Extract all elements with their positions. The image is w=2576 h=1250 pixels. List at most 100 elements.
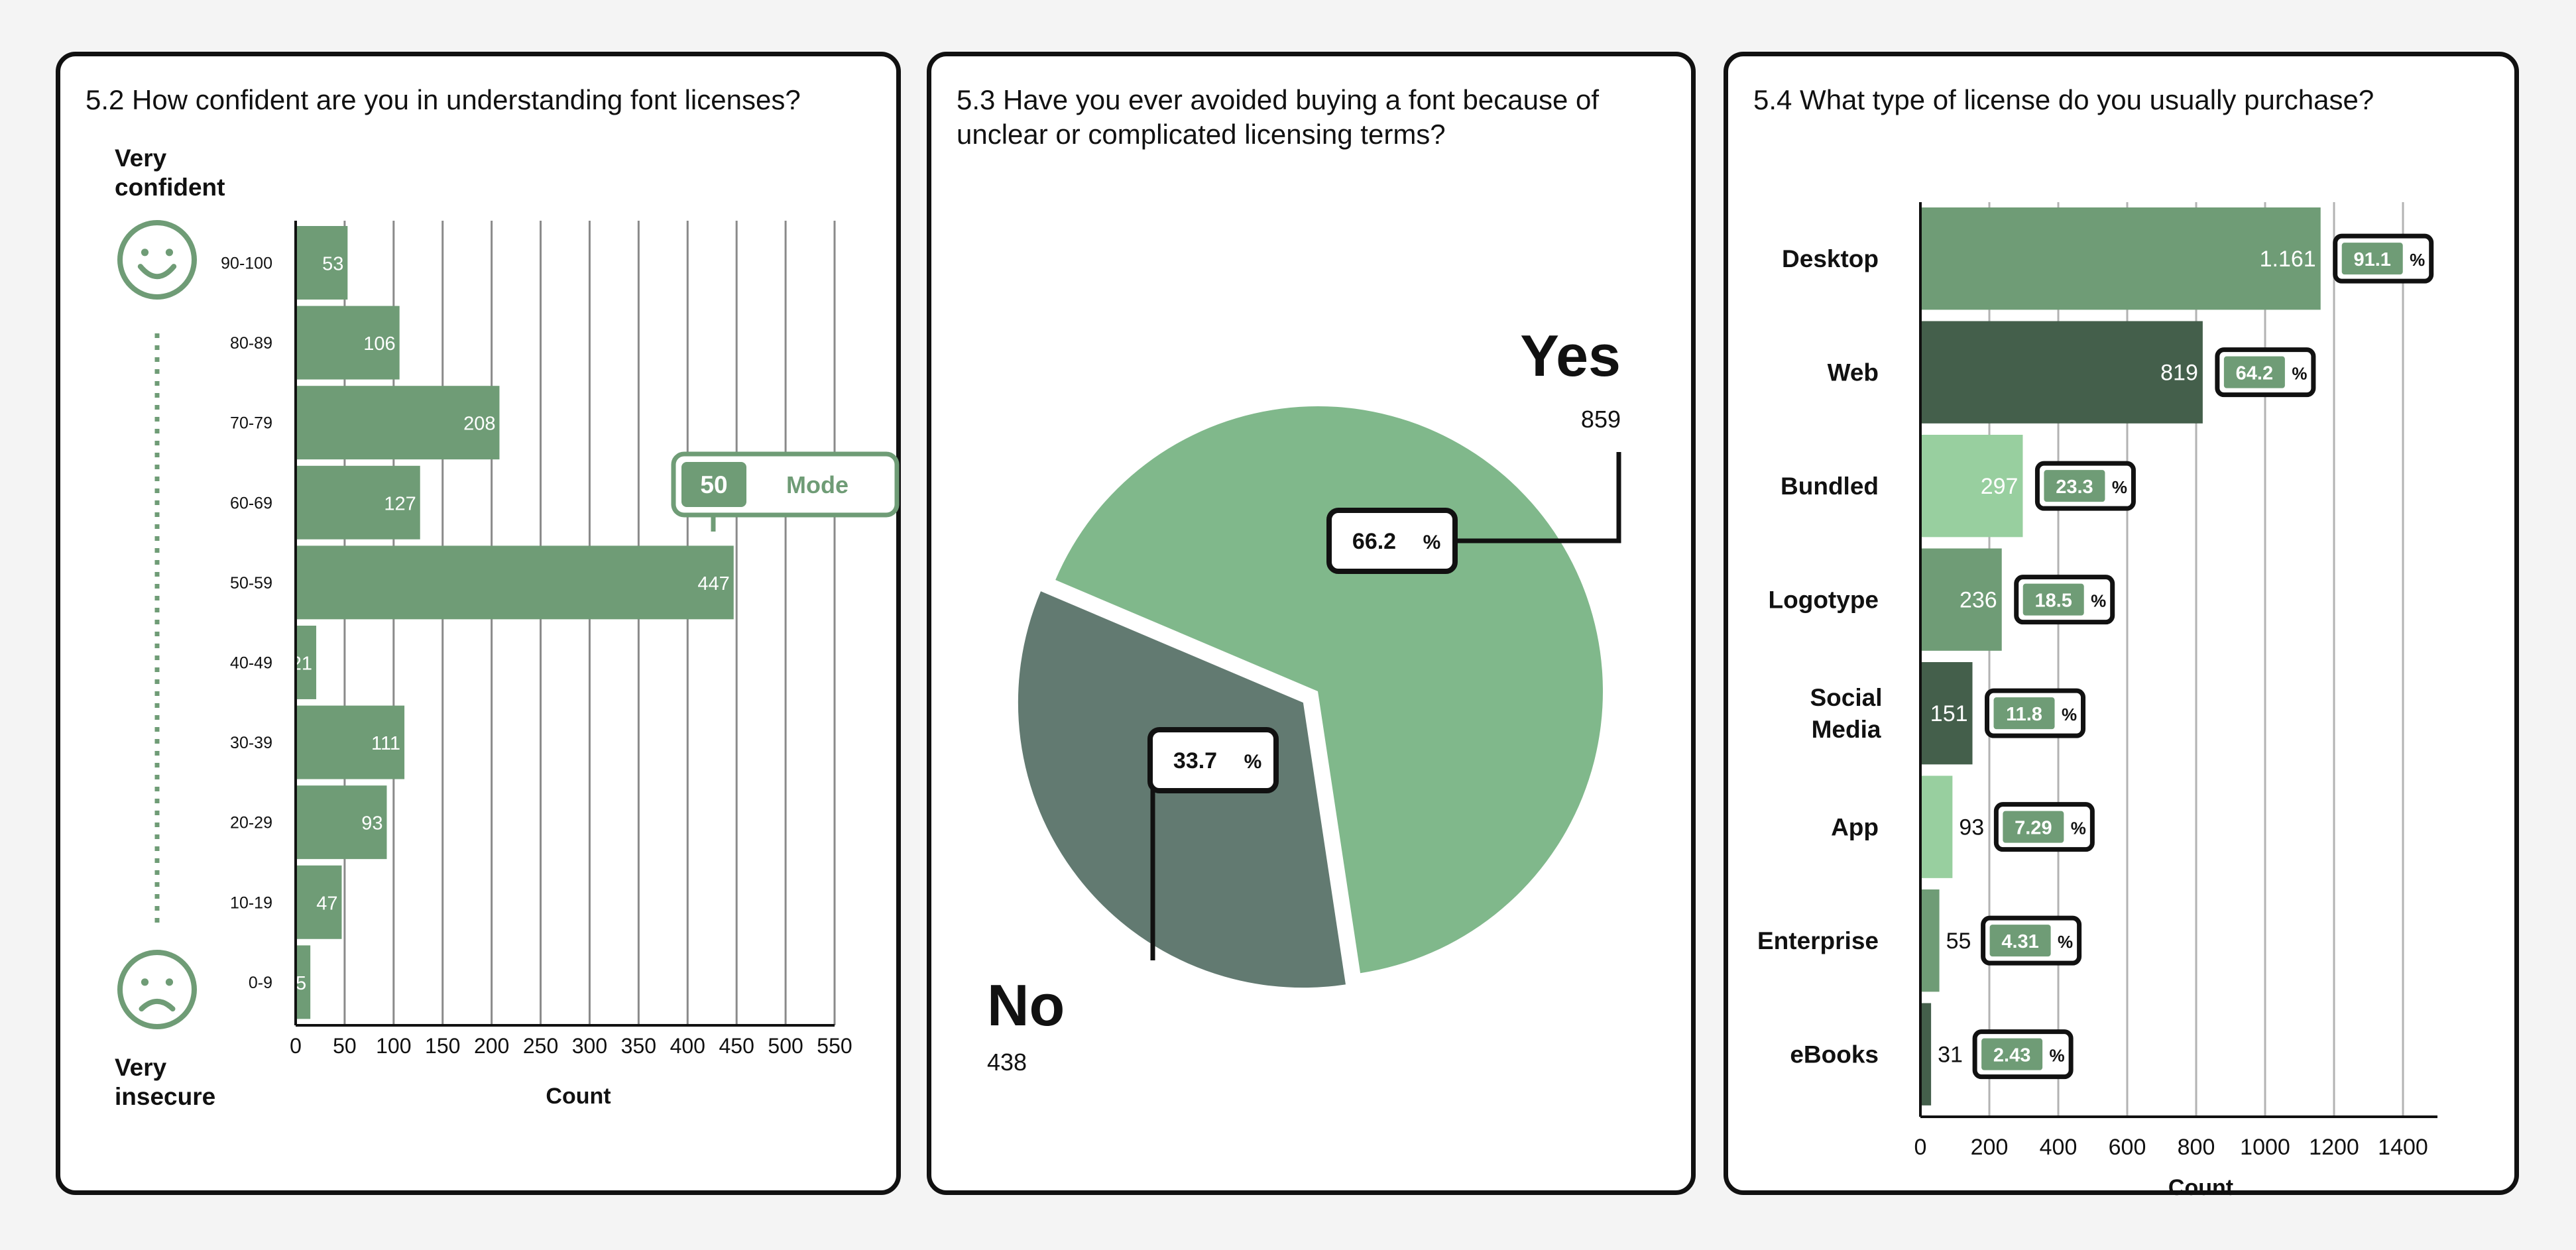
category-label: Web	[1828, 359, 1879, 386]
yes-count: 859	[1581, 406, 1621, 433]
percent-value: 2.43	[1993, 1045, 2030, 1066]
data-label: 447	[697, 573, 729, 595]
frowning-face-icon	[117, 950, 197, 1029]
percent-value: 23.3	[2056, 477, 2093, 498]
data-label: 819	[2160, 361, 2198, 386]
y-tick-label: 30-39	[230, 734, 272, 752]
data-label: 93	[361, 813, 382, 834]
frowning-face-icon-left-eye	[141, 978, 149, 986]
mode-annotation: 50 Mode	[671, 451, 900, 532]
bar	[296, 226, 348, 300]
y-tick-label: 60-69	[230, 494, 272, 512]
percent-badge: 11.8%	[1985, 688, 2086, 738]
x-tick-label: 350	[621, 1034, 656, 1058]
percent-badge: 18.5%	[2014, 575, 2115, 625]
percent-badge-fill	[2341, 243, 2403, 275]
category-label: Desktop	[1782, 245, 1879, 272]
no-percent-badge: 33.7%	[1147, 727, 1279, 793]
bar	[296, 545, 734, 620]
x-tick-label: 200	[474, 1034, 509, 1058]
data-label: 151	[1930, 701, 1968, 726]
avoided-chart-title: 5.3 Have you ever avoided buying a font …	[957, 84, 1599, 150]
x-tick-label: 800	[2178, 1135, 2215, 1160]
data-label: 21	[291, 653, 312, 674]
bar	[296, 306, 400, 380]
yes-percent-badge-unit: %	[1423, 532, 1441, 553]
data-label: 297	[1981, 474, 2019, 499]
top-scale-label: Very confident	[115, 144, 225, 201]
percent-badge-fill	[1989, 925, 2051, 957]
smiling-face-icon-mouth	[137, 264, 177, 280]
y-tick-label: 10-19	[230, 893, 272, 912]
y-tick-label: 50-59	[230, 574, 272, 593]
x-tick-label: 1000	[2240, 1135, 2290, 1160]
category-label: eBooks	[1790, 1041, 1879, 1068]
data-label: 208	[463, 414, 495, 435]
x-tick-label: 400	[670, 1034, 705, 1058]
mode-value: 50	[700, 471, 727, 498]
percent-unit: %	[2410, 250, 2425, 270]
bar	[296, 465, 420, 540]
no-percent-badge-value-box	[1158, 738, 1232, 783]
x-tick-label: 0	[290, 1034, 302, 1058]
yes-percent-badge: 66.2%	[1326, 508, 1458, 574]
yes-percent-badge-value-box	[1337, 518, 1411, 563]
y-tick-label: 70-79	[230, 414, 272, 433]
percent-badge-fill	[1993, 697, 2055, 730]
x-tick-label: 200	[1971, 1135, 2009, 1160]
confidence-bar-chart: 0 50 100 150 200 250 300 350 400 450 500 550 90-100 5…	[115, 144, 900, 1110]
x-tick-label: 50	[333, 1034, 357, 1058]
frowning-face-icon-mouth	[139, 998, 176, 1012]
bottom-scale-word: Very	[115, 1054, 167, 1081]
percent-badge: 7.29%	[1993, 802, 2095, 852]
percent-badge: 23.3%	[2034, 461, 2136, 511]
x-tick-label: 250	[523, 1034, 558, 1058]
frowning-face-icon-outline	[117, 950, 197, 1029]
bar	[296, 945, 311, 1019]
percent-badge: 64.2%	[2215, 347, 2316, 398]
data-label: 106	[363, 333, 395, 355]
bar	[296, 626, 317, 699]
data-label: 55	[1946, 929, 1971, 954]
percent-unit: %	[2292, 364, 2307, 384]
smiling-face-icon-left-eye	[141, 249, 149, 256]
bar	[1920, 1003, 1932, 1106]
percent-unit: %	[2091, 591, 2106, 611]
data-label: 127	[384, 493, 416, 514]
category-label: Enterprise	[1757, 927, 1879, 954]
y-tick-label: 90-100	[221, 254, 272, 272]
no-label: No	[987, 972, 1065, 1038]
bar	[1920, 435, 2023, 538]
percent-unit: %	[2058, 932, 2073, 952]
x-tick-label: 150	[425, 1034, 460, 1058]
no-percent-badge-value: 33.7	[1173, 748, 1217, 773]
category-label: Bundled	[1781, 473, 1879, 500]
percent-value: 11.8	[2006, 704, 2042, 725]
percent-value: 7.29	[2015, 818, 2052, 839]
confidence-panel: 5.2 How confident are you in understandi…	[56, 52, 901, 1195]
y-tick-label: 80-89	[230, 334, 272, 353]
x-tick-label: 100	[376, 1034, 411, 1058]
percent-value: 64.2	[2236, 363, 2273, 384]
avoided-panel: 5.3 Have you ever avoided buying a font …	[927, 52, 1696, 1195]
x-tick-label: 500	[768, 1034, 803, 1058]
yes-percent-badge-value: 66.2	[1352, 529, 1396, 554]
bar	[296, 705, 405, 779]
percent-badge: 4.31%	[1981, 915, 2082, 966]
category-label: App	[1831, 814, 1879, 841]
x-tick-label: 450	[719, 1034, 754, 1058]
data-label: 53	[322, 253, 343, 274]
x-tick-label: 1400	[2378, 1135, 2428, 1160]
smiling-face-icon-outline	[117, 220, 197, 300]
pie-slice-yes	[1055, 406, 1603, 974]
x-tick-label: 400	[2040, 1135, 2078, 1160]
percent-badge-fill	[2022, 583, 2084, 616]
bar	[296, 386, 500, 460]
bar	[296, 785, 387, 860]
percent-value: 18.5	[2034, 591, 2072, 612]
bar	[1920, 662, 1973, 765]
percent-badge: 2.43%	[1972, 1029, 2074, 1080]
bottom-scale-word: insecure	[115, 1083, 215, 1110]
category-label: Social Media	[1810, 684, 1883, 743]
